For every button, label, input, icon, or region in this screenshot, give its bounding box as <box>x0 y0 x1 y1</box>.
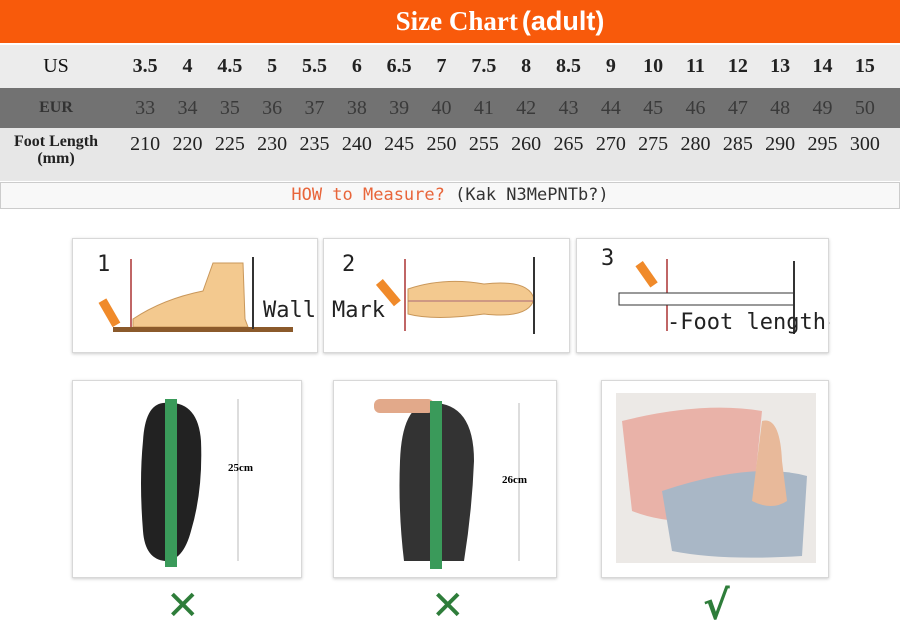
photo-2-measure: 26cm <box>502 474 527 486</box>
eur-cell: 33 <box>135 96 156 119</box>
foot-length-title: Foot Length <box>14 133 98 150</box>
step-2-illustration: 2 Mark <box>332 252 535 334</box>
eur-cell: 41 <box>473 96 494 119</box>
us-cell: 5.5 <box>301 55 327 77</box>
foot-length-values: 210 220 225 230 235 240 245 250 255 260 265 270 275 2… <box>112 133 900 156</box>
foot-cell: 230 <box>257 133 288 155</box>
us-cell: 4.5 <box>217 55 243 77</box>
foot-length-label: Foot Length (mm) <box>0 133 112 167</box>
eur-cell: 37 <box>304 96 325 119</box>
eur-cell: 49 <box>812 96 833 119</box>
eur-cell: 44 <box>600 96 621 119</box>
photo-1-measure: 25cm <box>228 462 253 474</box>
how-translit: (Kak N3MePNTb?) <box>455 185 609 205</box>
eur-cell: 36 <box>262 96 283 119</box>
eur-cell: 38 <box>346 96 367 119</box>
foot-cell: 210 <box>130 133 161 155</box>
foot-length-unit: (mm) <box>37 150 75 167</box>
us-cell: 7.5 <box>471 55 497 77</box>
foot-cell: 265 <box>553 133 584 155</box>
us-cell: 5 <box>267 55 278 77</box>
foot-cell: 235 <box>299 133 330 155</box>
eur-values: 33 34 35 36 37 38 39 40 41 42 43 44 45 46 47 48 49 50 <box>112 97 900 120</box>
step-3-label: -Foot length- <box>667 310 830 335</box>
eur-cell: 35 <box>219 96 240 119</box>
us-label: US <box>43 55 69 77</box>
eur-cell: 42 <box>516 96 537 119</box>
foot-cell: 240 <box>341 133 372 155</box>
foot-cell: 295 <box>807 133 838 155</box>
step-1-number: 1 <box>97 252 110 277</box>
step-1-illustration: 1 Wall <box>97 252 316 332</box>
us-cell: 10 <box>643 55 664 77</box>
size-chart-banner: Size Chart (adult) <box>0 0 900 43</box>
foot-cell: 280 <box>680 133 711 155</box>
photo-1-insole: 25cm <box>141 399 253 567</box>
step-3-illustration: 3 -Foot length- <box>601 246 839 335</box>
eur-cell: 45 <box>643 96 664 119</box>
photo-2-shoe: 26cm <box>374 399 527 569</box>
eur-size-row: EUR 33 34 35 36 37 38 39 40 41 42 43 44 45 46 47 48 49 50 <box>0 88 900 128</box>
us-size-row: US 3.5 4 4.5 5 5.5 6 6.5 7 7.5 8 8.5 9 10 11 12 13 14 15 <box>0 45 900 88</box>
photo-3-panel <box>601 380 829 578</box>
eur-cell: 50 <box>854 96 875 119</box>
eur-cell: 43 <box>558 96 579 119</box>
how-text: HOW to Measure? <box>291 185 445 205</box>
chart-title: Size Chart <box>395 6 518 36</box>
us-cell: 12 <box>727 55 748 77</box>
eur-cell: 34 <box>177 96 198 119</box>
foot-cell: 260 <box>511 133 542 155</box>
us-cell: 3.5 <box>132 55 158 77</box>
foot-cell: 245 <box>384 133 415 155</box>
foot-cell: 275 <box>638 133 669 155</box>
chart-subtitle: (adult) <box>521 6 605 36</box>
eur-cell: 46 <box>685 96 706 119</box>
us-cell: 4 <box>182 55 193 77</box>
wrong-mark-icon: ✕ <box>431 583 465 629</box>
us-cell: 8.5 <box>555 55 581 77</box>
photo-1-panel: 25cm <box>72 380 302 578</box>
foot-cell: 300 <box>849 133 880 155</box>
step-3-panel: 3 -Foot length- <box>576 238 839 353</box>
wrong-mark-icon: ✕ <box>166 583 200 629</box>
step-2-number: 2 <box>342 252 355 277</box>
step-1-label: Wall <box>263 298 316 323</box>
foot-cell: 250 <box>426 133 457 155</box>
foot-cell: 285 <box>722 133 753 155</box>
us-cell: 13 <box>770 55 791 77</box>
foot-cell: 255 <box>468 133 499 155</box>
check-mark-icon: √ <box>703 583 730 629</box>
us-cell: 6 <box>351 55 362 77</box>
step-1-panel: 1 Wall <box>72 238 318 353</box>
photo-2-panel: 26cm <box>333 380 557 578</box>
eur-cell: 48 <box>770 96 791 119</box>
us-cell: 15 <box>854 55 875 77</box>
eur-cell: 47 <box>727 96 748 119</box>
us-values: 3.5 4 4.5 5 5.5 6 6.5 7 7.5 8 8.5 9 10 11 12 13 14 15 <box>112 55 900 78</box>
us-cell: 7 <box>436 55 447 77</box>
us-cell: 14 <box>812 55 833 77</box>
step-2-panel: 2 Mark <box>323 238 570 353</box>
foot-cell: 225 <box>214 133 245 155</box>
step-2-label: Mark <box>332 298 385 323</box>
foot-cell: 290 <box>765 133 796 155</box>
us-cell: 8 <box>521 55 532 77</box>
foot-cell: 270 <box>595 133 626 155</box>
us-cell: 9 <box>605 55 616 77</box>
eur-cell: 40 <box>431 96 452 119</box>
us-cell: 11 <box>686 55 705 77</box>
photo-3-foot-measuring-device <box>616 393 816 563</box>
step-3-number: 3 <box>601 246 614 271</box>
foot-length-row: Foot Length (mm) 210 220 225 230 235 240 245 250… <box>0 128 900 181</box>
eur-cell: 39 <box>389 96 410 119</box>
eur-label: EUR <box>39 99 73 116</box>
how-to-measure: HOW to Measure? (Kak N3MePNTb?) <box>0 182 900 209</box>
foot-cell: 220 <box>172 133 203 155</box>
us-cell: 6.5 <box>386 55 412 77</box>
